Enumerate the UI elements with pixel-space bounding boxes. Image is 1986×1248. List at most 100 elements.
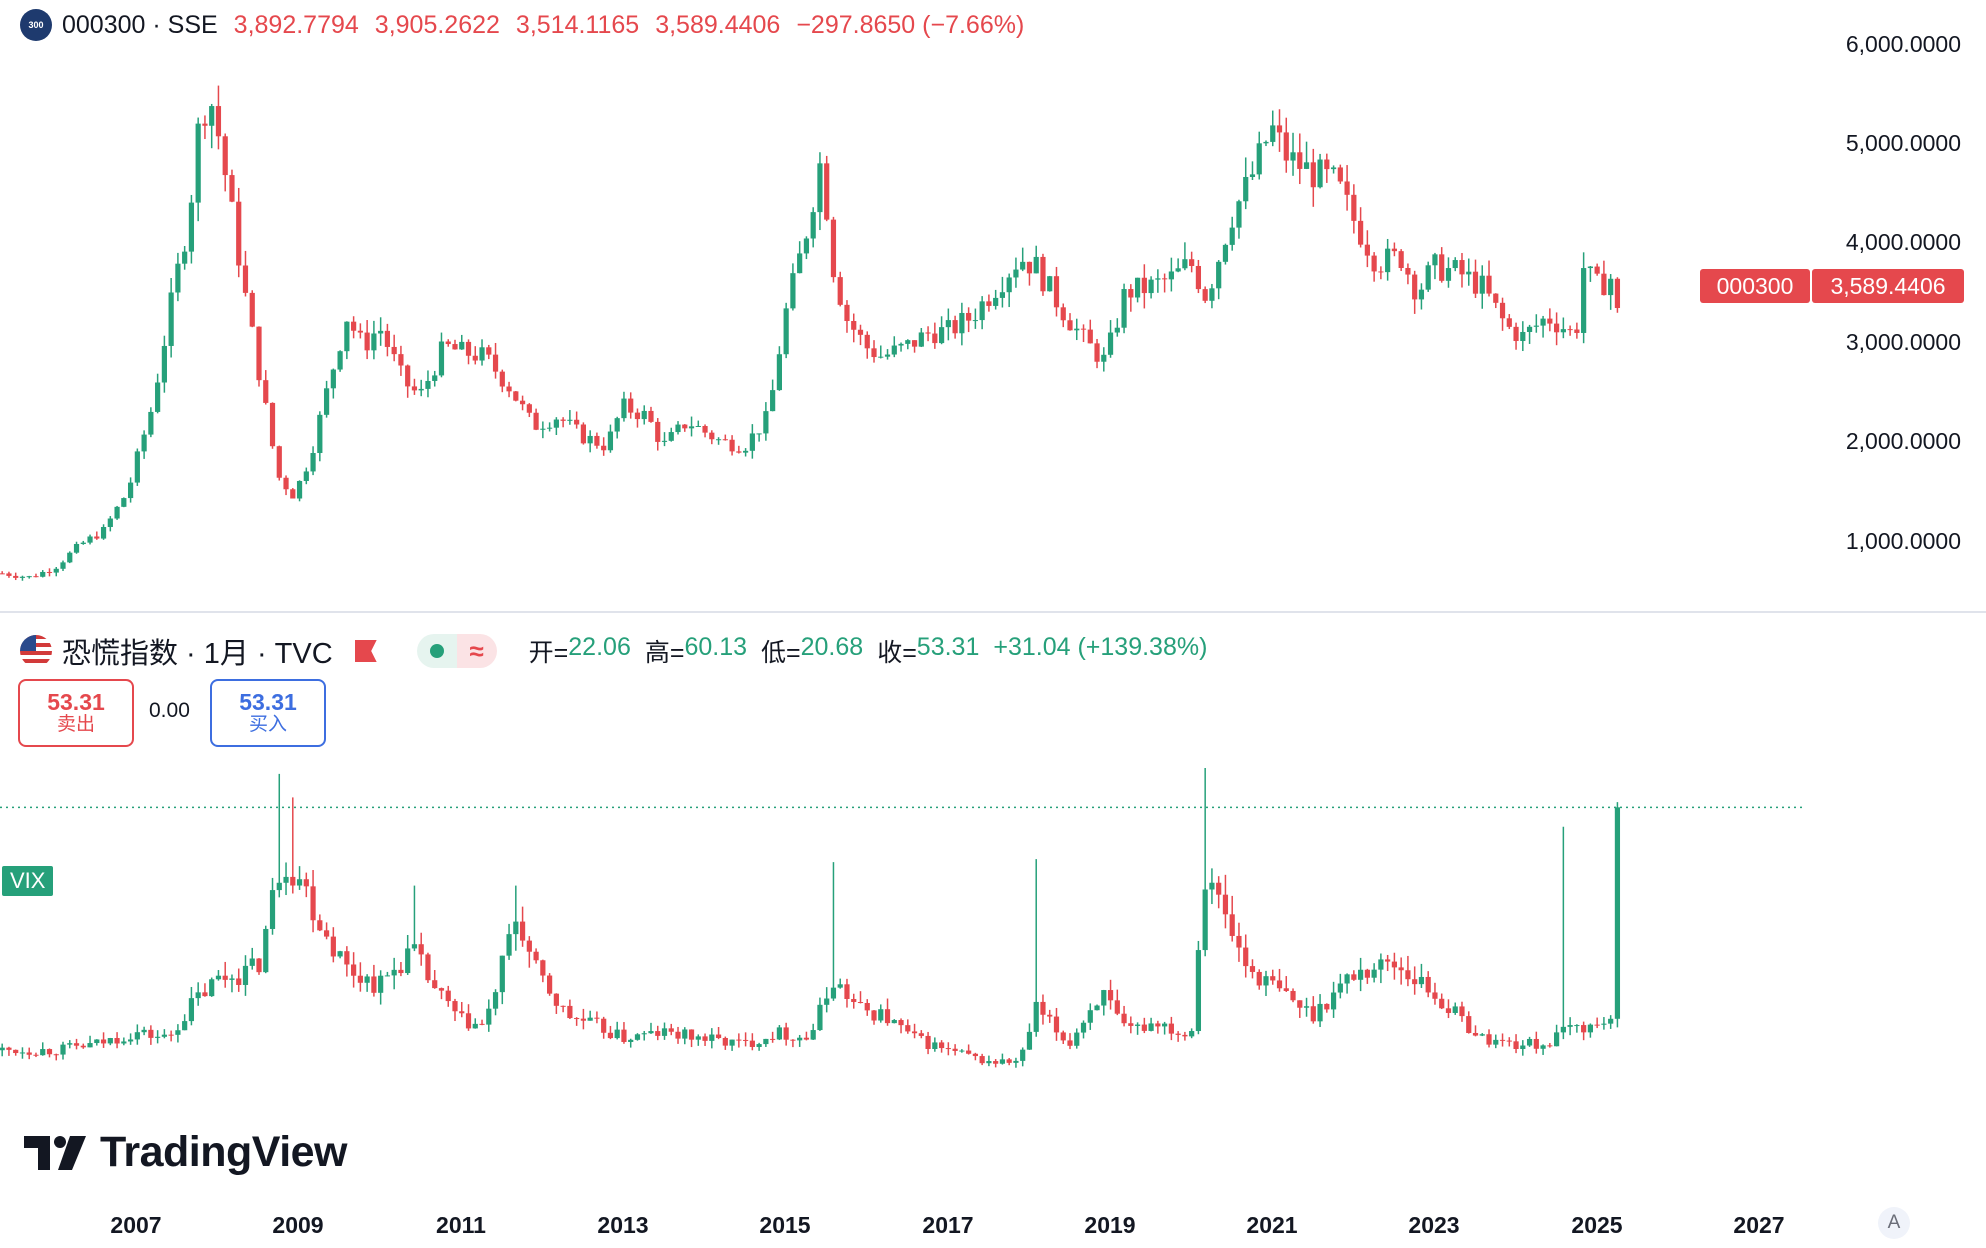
candle-body xyxy=(1121,289,1127,328)
symbol-name[interactable]: 000300 · SSE xyxy=(62,10,218,39)
candle-body xyxy=(19,576,26,578)
candle-body xyxy=(465,341,472,356)
candle-body xyxy=(594,1017,600,1019)
candle-body xyxy=(688,1029,695,1040)
vix-title[interactable]: 恐慌指数 · 1月 · TVC xyxy=(62,638,333,670)
candle-body xyxy=(1330,992,1337,1010)
candle-body xyxy=(655,1031,661,1036)
wave-icon[interactable]: ≈ xyxy=(456,634,497,668)
x-tick-2023: 2023 xyxy=(1408,1212,1460,1238)
auto-scale-button[interactable]: A xyxy=(1878,1207,1910,1239)
candle-body xyxy=(1351,974,1357,980)
candle-body xyxy=(296,879,303,886)
candle-body xyxy=(1513,326,1519,342)
candle-body xyxy=(378,330,384,334)
candle-body xyxy=(1249,174,1256,177)
candle-body xyxy=(905,340,911,344)
candle-body xyxy=(87,1043,93,1048)
candle-body xyxy=(1047,1014,1053,1017)
x-tick-2027: 2027 xyxy=(1733,1212,1785,1238)
candle-body xyxy=(1013,1060,1019,1063)
candle-body xyxy=(1107,332,1114,355)
buy-button[interactable]: 53.31 买入 xyxy=(210,679,326,747)
candle-body xyxy=(587,1017,593,1021)
flag-marker-icon[interactable] xyxy=(354,640,377,662)
candle-body xyxy=(1330,167,1337,170)
candle-body xyxy=(1547,318,1553,324)
candle-body xyxy=(1134,1024,1141,1026)
candle-body xyxy=(1310,162,1316,188)
candle-body xyxy=(323,930,330,937)
candle-body xyxy=(1351,194,1357,221)
candle-body xyxy=(1080,328,1087,330)
candle-body xyxy=(40,1049,46,1056)
candle-body xyxy=(398,969,404,974)
candle-body xyxy=(229,175,235,202)
candle-body xyxy=(80,1045,86,1048)
candle-body xyxy=(1141,277,1147,294)
candle-body xyxy=(100,527,107,539)
candle-body xyxy=(1391,961,1398,968)
candle-body xyxy=(641,1033,647,1035)
candle-body xyxy=(1574,1025,1580,1027)
candle-body xyxy=(1263,141,1269,144)
candle-body xyxy=(1513,1041,1519,1050)
candle-body xyxy=(1432,254,1438,266)
candle-body xyxy=(682,424,688,429)
candle-body xyxy=(499,371,505,387)
sell-button[interactable]: 53.31 卖出 xyxy=(18,679,134,747)
open-label: 开= xyxy=(528,639,569,667)
candle-body xyxy=(0,1047,5,1051)
candle-body xyxy=(1060,1032,1066,1041)
symbol-logo-icon[interactable]: 300 xyxy=(20,9,52,41)
candle-body xyxy=(1128,1023,1134,1026)
candle-body xyxy=(1033,1001,1039,1032)
legend-change: −297.8650 (−7.66%) xyxy=(796,10,1025,39)
candle-body xyxy=(614,418,620,432)
candle-body xyxy=(1209,288,1215,301)
candle-body xyxy=(94,1039,100,1044)
vix-tag: VIX xyxy=(2,866,54,896)
candle-body xyxy=(1324,159,1330,170)
candle-body xyxy=(1303,162,1310,169)
candle-body xyxy=(46,571,53,573)
candle-body xyxy=(682,1029,688,1039)
candle-body xyxy=(580,424,587,444)
candle-body xyxy=(1148,1023,1154,1031)
candle-body xyxy=(1317,159,1323,188)
candle-body xyxy=(6,573,12,576)
candle-body xyxy=(871,348,877,358)
candle-body xyxy=(1182,1034,1188,1037)
tradingview-logo[interactable]: TradingView xyxy=(24,1128,348,1177)
buy-label: 买入 xyxy=(248,714,287,736)
dot-icon[interactable] xyxy=(416,634,457,668)
candle-body xyxy=(391,346,397,355)
candle-body xyxy=(1574,329,1580,333)
candle-body xyxy=(1472,271,1479,294)
candle-body xyxy=(702,1036,708,1041)
candle-body xyxy=(519,921,526,941)
candle-body xyxy=(790,1039,796,1041)
candle-body xyxy=(1276,125,1283,133)
candle-body xyxy=(763,1038,769,1045)
candle-body xyxy=(1486,275,1492,294)
indicator-toggle[interactable]: ≈ xyxy=(416,634,497,668)
candle-body xyxy=(817,163,823,213)
candle-body xyxy=(195,992,201,999)
candle-body xyxy=(898,343,904,346)
candle-body xyxy=(560,1005,566,1007)
candle-body xyxy=(715,1034,722,1038)
candle-body xyxy=(229,978,235,980)
candle-body xyxy=(999,1059,1006,1064)
candle-body xyxy=(492,354,499,372)
vix-legend: 恐慌指数 · 1月 · TVC ≈ 开= 22.06 高= 60.13 低= 20.6… xyxy=(20,630,1207,672)
candle-body xyxy=(1229,227,1235,245)
candle-body xyxy=(188,998,195,1022)
candle-body xyxy=(1506,318,1512,327)
candle-body xyxy=(1162,1023,1168,1027)
candle-body xyxy=(121,498,127,507)
candle-body xyxy=(87,536,93,543)
candle-body xyxy=(283,876,289,883)
x-tick-2011: 2011 xyxy=(436,1212,486,1238)
